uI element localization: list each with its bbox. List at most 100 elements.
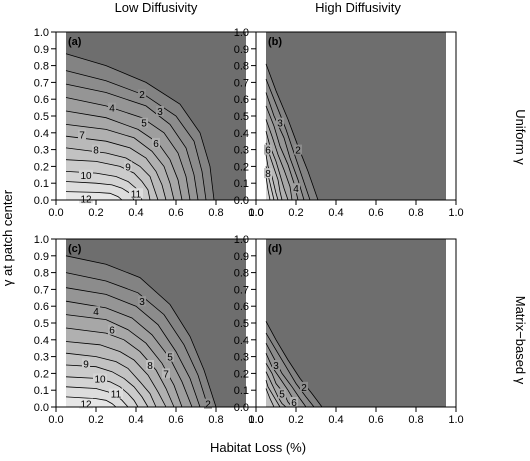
contour-label-bg: [166, 351, 174, 362]
contour-label-bg: [79, 169, 93, 180]
contour-label-bg: [92, 144, 100, 155]
y-tick-label: 0.6: [34, 94, 49, 106]
contour-line-level-2: [265, 332, 315, 408]
contour-label-bg: [152, 137, 160, 148]
y-tick-label: 0.8: [34, 268, 49, 280]
contour-label-bg: [156, 105, 164, 116]
contour-label-bg: [140, 117, 148, 128]
contour-label-bg: [204, 398, 212, 409]
y-tick-label: 1.0: [34, 234, 49, 246]
contour-label-bg: [108, 102, 116, 113]
y-tick-label: 0.3: [234, 352, 249, 364]
x-tick-label: 1.0: [448, 414, 463, 426]
column-title-low-diffusivity: Low Diffusivity: [115, 0, 198, 15]
contour-line-level-4: [65, 300, 193, 408]
contour-label: 6: [291, 398, 297, 409]
contour-line-level-4: [65, 97, 191, 201]
contour-label: 9: [83, 359, 89, 370]
contour-line-level-2: [265, 78, 311, 201]
column-title-high-diffusivity: High Diffusivity: [315, 0, 401, 15]
x-tick-label: 0.4: [128, 414, 143, 426]
y-tick-label: 0.9: [234, 251, 249, 263]
y-tick-label: 0.9: [34, 44, 49, 56]
x-tick-label: 0.6: [168, 414, 183, 426]
contour-line-level-2: [65, 70, 207, 201]
y-tick-label: 0.8: [234, 268, 249, 280]
y-tick-label: 0.9: [34, 251, 49, 263]
y-tick-label: 0.4: [34, 128, 49, 140]
contour-label: 7: [79, 130, 85, 141]
y-tick-label: 0.2: [34, 368, 49, 380]
y-tick-label: 1.0: [234, 27, 249, 39]
contour-label: 9: [125, 162, 131, 173]
x-tick-label: 0.8: [408, 414, 423, 426]
contour-label-bg: [276, 117, 284, 128]
contour-label: 8: [93, 146, 99, 157]
contour-label-bg: [290, 396, 298, 407]
contour-label: 4: [293, 184, 299, 195]
contour-label: 10: [94, 374, 106, 385]
panel-label: (d): [268, 243, 282, 255]
contour-label: 3: [273, 361, 279, 372]
y-tick-label: 0.0: [34, 402, 49, 414]
y-tick-label: 0.1: [234, 178, 249, 190]
contour-label-bg: [138, 296, 146, 307]
panel-label: (b): [268, 36, 282, 48]
y-tick-label: 0.7: [34, 77, 49, 89]
contour-label-bg: [138, 89, 146, 100]
contour-line-level-1: [265, 321, 323, 408]
contour-label: 2: [139, 90, 145, 101]
contour-label: 5: [279, 390, 285, 401]
x-tick-label: 0.2: [288, 414, 303, 426]
y-axis-label: γ at patch center: [0, 189, 15, 286]
y-tick-label: 0.3: [34, 352, 49, 364]
x-tick-label: 0.0: [48, 207, 63, 219]
x-tick-label: 1.0: [248, 414, 263, 426]
y-tick-label: 0.8: [234, 61, 249, 73]
contour-line-level-2: [65, 272, 209, 408]
y-tick-label: 0.0: [234, 402, 249, 414]
x-tick-label: 0.8: [208, 414, 223, 426]
contour-line-level-3: [65, 83, 199, 201]
x-tick-label: 1.0: [448, 207, 463, 219]
contour-line-level-8: [265, 388, 275, 408]
x-tick-label: 0.4: [328, 414, 343, 426]
contour-line-level-5: [65, 314, 183, 408]
contour-fill-level-8: [266, 388, 274, 407]
x-tick-label: 0.2: [288, 207, 303, 219]
contour-label-bg: [129, 188, 143, 199]
contour-label: 6: [265, 146, 271, 157]
x-tick-label: 0.4: [328, 207, 343, 219]
x-tick-label: 0.8: [408, 207, 423, 219]
contour-label-bg: [93, 373, 107, 384]
contour-line-level-8: [65, 352, 157, 408]
contour-label: 12: [80, 400, 92, 411]
contour-label-bg: [162, 368, 170, 379]
x-tick-label: 0.2: [88, 414, 103, 426]
y-tick-label: 0.2: [34, 161, 49, 173]
y-tick-label: 0.5: [34, 111, 49, 123]
contour-label-bg: [79, 398, 93, 409]
contour-line-level-5: [265, 119, 293, 201]
y-tick-label: 0.6: [234, 301, 249, 313]
y-tick-label: 0.0: [234, 195, 249, 207]
x-tick-label: 1.0: [248, 207, 263, 219]
contour-label-bg: [92, 306, 100, 317]
x-tick-label: 0.6: [168, 207, 183, 219]
contour-label: 5: [167, 353, 173, 364]
contour-label: 5: [141, 119, 147, 130]
contour-line-level-9: [65, 364, 149, 408]
contour-label: 8: [265, 169, 271, 180]
contour-label: 3: [139, 297, 145, 308]
x-tick-label: 0.6: [368, 414, 383, 426]
contour-line-level-3: [265, 92, 305, 201]
contour-line-level-6: [65, 327, 175, 408]
x-tick-label: 0.0: [248, 207, 263, 219]
x-tick-label: 0.0: [248, 414, 263, 426]
